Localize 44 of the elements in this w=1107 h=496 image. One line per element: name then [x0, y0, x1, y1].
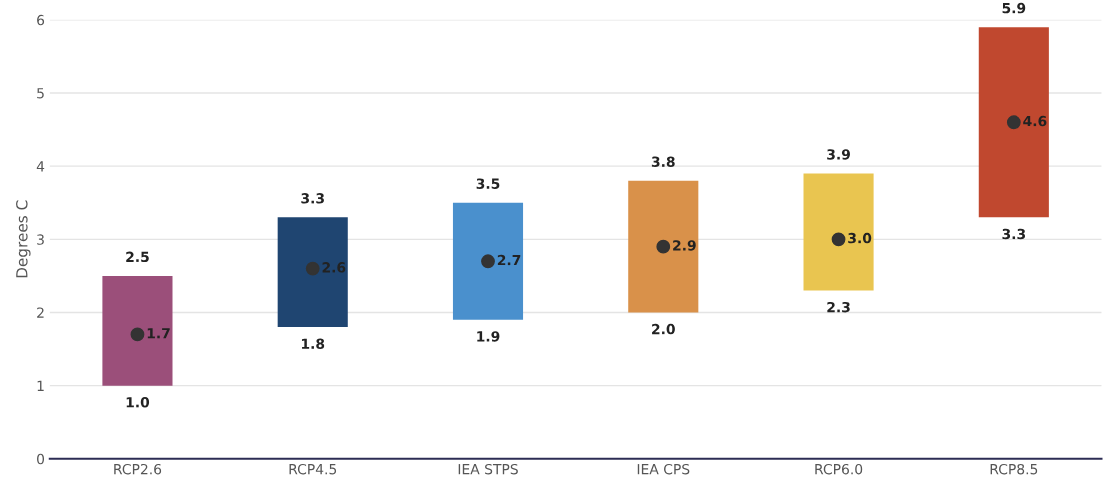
x-tick-label: RCP2.6 — [114, 463, 162, 475]
point — [305, 261, 320, 276]
bar — [452, 202, 524, 320]
point — [656, 239, 671, 254]
point — [481, 254, 495, 269]
bar — [978, 27, 1049, 218]
y-tick-label: 2 — [37, 307, 44, 318]
annotation: 2.0 — [652, 323, 675, 335]
annotation: 3.3 — [1002, 228, 1026, 240]
y-axis-title: Degrees C — [16, 200, 31, 278]
annotation: 3.9 — [827, 149, 850, 160]
y-tick-label: 3 — [37, 234, 44, 245]
x-tick-label: IEA STPS — [458, 463, 518, 475]
annotation: 3.3 — [301, 193, 324, 204]
annotation: 2.3 — [827, 301, 850, 313]
point — [831, 232, 846, 247]
x-tick-label: RCP4.5 — [289, 463, 337, 475]
annotation: 1.9 — [477, 331, 500, 342]
y-tick-label: 1 — [37, 380, 44, 391]
bar — [277, 217, 348, 328]
bar — [102, 275, 173, 386]
annotation: 2.5 — [126, 251, 149, 263]
point — [1006, 115, 1021, 130]
bar — [803, 173, 874, 291]
data-label: 2.9 — [673, 240, 696, 251]
y-tick-label: 6 — [37, 14, 45, 26]
y-tick-label: 0 — [37, 453, 45, 465]
data-label: 1.7 — [147, 328, 170, 339]
data-label: 2.6 — [322, 262, 346, 273]
annotation: 1.8 — [301, 338, 325, 349]
data-label: 2.7 — [497, 254, 521, 266]
x-tick-label: RCP8.5 — [990, 463, 1038, 475]
point — [130, 327, 145, 342]
y-tick-label: 4 — [36, 161, 45, 172]
annotation: 3.8 — [651, 156, 675, 167]
x-tick-label: RCP6.0 — [815, 463, 863, 475]
annotation: 5.9 — [1002, 2, 1026, 14]
data-label: 4.6 — [1023, 115, 1047, 127]
y-tick-label: 5 — [37, 88, 44, 99]
annotation: 1.0 — [126, 397, 150, 408]
data-label: 3.0 — [848, 232, 872, 244]
x-tick-label: IEA CPS — [637, 463, 690, 475]
annotation: 3.5 — [476, 178, 500, 189]
bar — [628, 180, 699, 313]
